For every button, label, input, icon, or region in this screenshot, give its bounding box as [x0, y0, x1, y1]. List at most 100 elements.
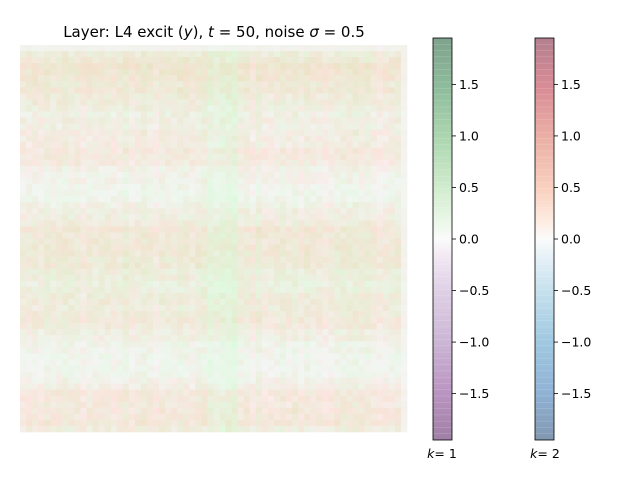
heatmap-cell [56, 395, 63, 403]
heatmap-cell [382, 286, 390, 294]
heatmap-cell [292, 389, 299, 397]
heatmap-cell [86, 220, 93, 227]
heatmap-cell [38, 311, 45, 318]
heatmap-cell [304, 395, 311, 403]
heatmap-cell [376, 305, 384, 312]
heatmap-cell [273, 365, 281, 372]
heatmap-cell [128, 81, 136, 88]
heatmap-cell [231, 395, 238, 403]
heatmap-cell [249, 268, 257, 276]
heatmap-cell [56, 317, 63, 324]
heatmap-cell [122, 99, 130, 106]
heatmap-cell [370, 214, 378, 221]
heatmap-cell [140, 371, 148, 378]
heatmap-cell [286, 347, 293, 354]
heatmap-cell [62, 389, 69, 397]
heatmap-cell [316, 220, 323, 227]
heatmap-cell [134, 93, 142, 100]
heatmap-cell [261, 280, 269, 288]
heatmap-cell [86, 153, 93, 161]
heatmap-cell [249, 377, 257, 384]
heatmap-cell [213, 413, 220, 421]
heatmap-cell [273, 202, 281, 209]
heatmap-cell [207, 171, 214, 179]
heatmap-cell [382, 105, 390, 112]
heatmap-cell [177, 159, 184, 167]
heatmap-cell [128, 329, 136, 336]
heatmap-cell [56, 383, 63, 390]
heatmap-cell [104, 335, 112, 342]
heatmap-cell [237, 184, 245, 191]
heatmap-cell [159, 244, 166, 251]
heatmap-cell [370, 268, 378, 276]
heatmap-cell [74, 93, 81, 100]
heatmap-cell [201, 274, 208, 282]
heatmap-cell [249, 335, 257, 342]
heatmap-cell [189, 111, 196, 118]
heatmap-cell [280, 347, 287, 354]
heatmap-cell [286, 171, 293, 179]
heatmap-cell [370, 425, 378, 433]
heatmap-cell [171, 280, 178, 288]
heatmap-cell [171, 371, 178, 378]
heatmap-cell [352, 298, 359, 306]
heatmap-cell [110, 280, 118, 288]
heatmap-cell [56, 63, 63, 70]
heatmap-cell [86, 377, 93, 384]
heatmap-cell [376, 129, 384, 137]
heatmap-cell [231, 208, 238, 215]
heatmap-cell [382, 262, 390, 270]
heatmap-cell [183, 190, 190, 197]
heatmap-cell [98, 268, 105, 276]
heatmap-cell [316, 165, 323, 173]
heatmap-cell [189, 383, 196, 390]
heatmap-cell [171, 111, 178, 118]
heatmap-cell [286, 202, 293, 209]
heatmap-cell [261, 317, 269, 324]
heatmap-cell [316, 208, 323, 215]
heatmap-cell [171, 123, 178, 130]
heatmap-cell [80, 280, 87, 288]
heatmap-cell [280, 286, 287, 294]
heatmap-cell [20, 329, 27, 336]
heatmap-cell [231, 286, 238, 294]
heatmap-cell [304, 347, 311, 354]
heatmap-cell [273, 298, 281, 306]
heatmap-cell [334, 383, 341, 390]
heatmap-cell [243, 45, 251, 52]
heatmap-cell [50, 123, 57, 130]
heatmap-cell [310, 75, 317, 82]
heatmap-cell [110, 123, 118, 130]
heatmap-cell [50, 190, 57, 197]
heatmap-cell [328, 401, 335, 409]
heatmap-cell [74, 232, 81, 239]
heatmap-cell [171, 135, 178, 143]
heatmap-cell [237, 190, 245, 197]
heatmap-cell [213, 329, 220, 336]
heatmap-cell [261, 244, 269, 251]
heatmap-cell [56, 250, 63, 257]
heatmap-cell [286, 413, 293, 421]
heatmap-cell [44, 159, 51, 167]
heatmap-cell [68, 232, 75, 239]
heatmap-cell [304, 274, 311, 282]
heatmap-cell [140, 413, 148, 421]
heatmap-cell [280, 87, 287, 94]
heatmap-cell [267, 407, 275, 415]
heatmap-cell [400, 305, 408, 312]
heatmap-cell [92, 329, 99, 336]
heatmap-cell [316, 123, 323, 130]
heatmap-cell [165, 329, 172, 336]
heatmap-cell [140, 87, 148, 94]
heatmap-cell [370, 123, 378, 130]
heatmap-cell [50, 298, 57, 306]
heatmap-cell [201, 87, 208, 94]
heatmap-cell [255, 159, 263, 167]
heatmap-cell [26, 105, 33, 112]
heatmap-cell [231, 250, 238, 257]
heatmap-cell [219, 220, 226, 227]
heatmap-cell [243, 51, 251, 58]
heatmap-cell [286, 159, 293, 167]
heatmap-cell [80, 419, 87, 427]
heatmap-cell [140, 335, 148, 342]
